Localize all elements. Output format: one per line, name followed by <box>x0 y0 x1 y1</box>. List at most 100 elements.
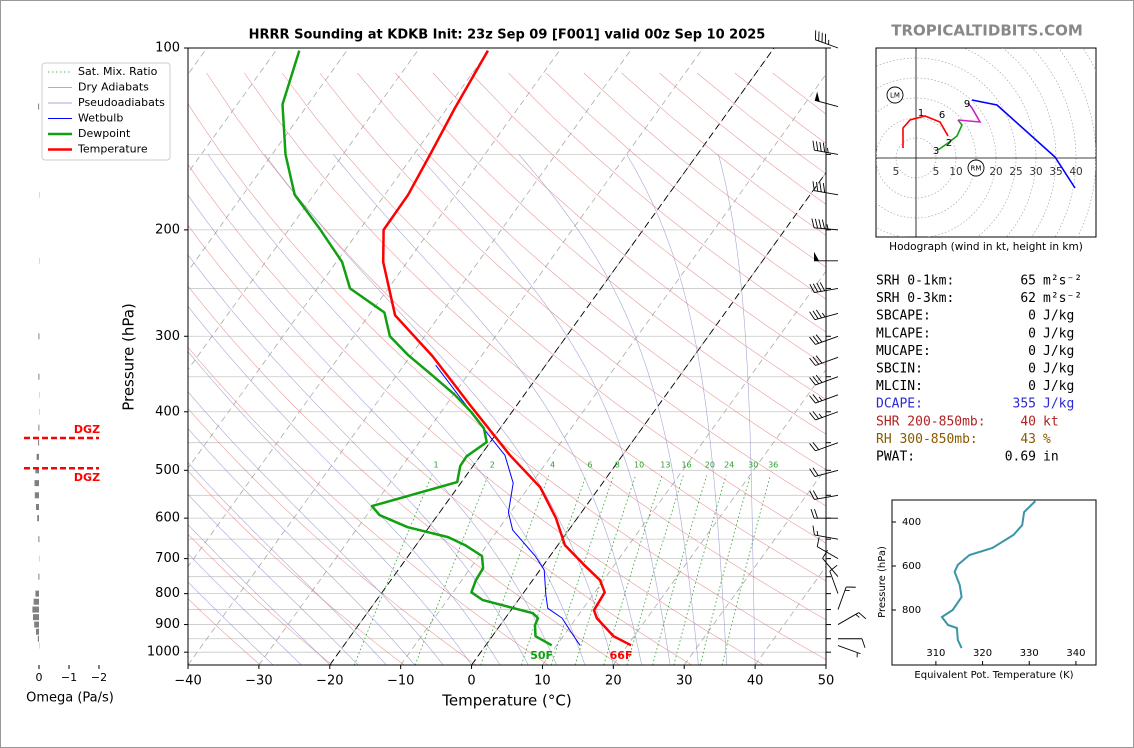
stat-unit: in <box>1043 450 1059 465</box>
y-tick-label: 1000 <box>147 645 180 660</box>
stat-label: MLCAPE: <box>876 326 931 341</box>
omega-bar <box>38 536 40 543</box>
x-axis-label: Temperature (°C) <box>441 692 571 710</box>
omega-bar <box>34 480 39 487</box>
moist-adiabat <box>207 154 586 665</box>
stat-value: 0 <box>1028 326 1036 341</box>
mixing-ratio-line <box>652 475 707 665</box>
barb-half <box>827 147 829 153</box>
mixing-ratio-label: 36 <box>768 461 778 470</box>
legend-box <box>41 62 171 161</box>
x-tick-label: 40 <box>747 674 764 689</box>
stat-label: SHR 200-850mb: <box>876 414 986 429</box>
barb-feather <box>812 467 819 476</box>
barb-feather <box>812 376 820 385</box>
stat-label: SBCIN: <box>876 362 923 377</box>
stat-unit: J/kg <box>1043 326 1074 341</box>
barb-feather <box>809 357 816 366</box>
barb-feather <box>821 219 825 229</box>
stat-value: 355 <box>1013 397 1036 412</box>
hodo-line <box>902 115 949 148</box>
wind-barb <box>810 509 838 519</box>
barb-feather <box>819 282 826 291</box>
hodo-ring-label: 20 <box>989 166 1002 178</box>
hodo-line <box>971 99 1076 189</box>
thetae-x-tick-label: 320 <box>973 648 992 659</box>
omega-bar <box>38 424 40 431</box>
mixing-ratio-label: 24 <box>724 461 734 470</box>
barb-feather <box>812 525 815 536</box>
thetae-x-tick-label: 330 <box>1020 648 1039 659</box>
barb-feather <box>809 284 815 293</box>
barb-staff <box>814 494 839 500</box>
omega-bar <box>35 467 39 474</box>
wind-barb <box>814 30 839 49</box>
wind-barb <box>809 309 839 321</box>
mixing-ratio-line <box>721 475 771 665</box>
brand: TROPICALTIDBITS.COM <box>891 22 1083 40</box>
moist-adiabat <box>188 524 331 665</box>
barb-half <box>818 413 823 418</box>
omega-bar <box>39 408 40 415</box>
barb-staff <box>815 376 839 386</box>
stat-value: 62 <box>1020 291 1036 306</box>
barb-feather <box>822 142 826 153</box>
profile-line <box>435 364 581 646</box>
mixing-ratio-label: 30 <box>748 461 758 470</box>
barb-feather <box>815 141 819 151</box>
barb-half <box>818 396 823 401</box>
y-tick-label: 700 <box>155 551 180 566</box>
thetae-frame <box>891 499 1097 666</box>
barb-half <box>826 224 829 230</box>
barb-staff <box>815 411 839 421</box>
hodo-line <box>957 102 982 123</box>
stat-value: 0 <box>1028 344 1036 359</box>
moist-adiabat <box>188 553 302 665</box>
wind-barb <box>809 282 839 294</box>
wind-barb <box>837 612 867 625</box>
omega-bar <box>38 103 40 110</box>
thetae-x-tick-label: 310 <box>926 648 945 659</box>
isotherm <box>188 48 279 174</box>
wind-barb <box>811 218 839 231</box>
legend-label: Dry Adiabats <box>78 81 149 94</box>
y-axis-label: Pressure (hPa) <box>120 303 138 411</box>
isotherm <box>188 48 562 568</box>
stat-unit: % <box>1043 432 1051 447</box>
barb-feather <box>809 377 816 386</box>
wind-barb <box>837 645 861 658</box>
barb-feather <box>829 564 838 572</box>
x-tick-label: 50 <box>818 674 835 689</box>
moist-adiabat <box>188 461 387 665</box>
barb-feather <box>816 537 820 547</box>
omega-x-tick-label: 0 <box>36 671 43 684</box>
barb-half <box>816 530 819 536</box>
barb-feather <box>812 181 815 191</box>
wind-barb <box>812 181 839 196</box>
omega-bar <box>33 614 39 621</box>
stat-value: 43 <box>1020 432 1036 447</box>
barb-feather <box>809 443 816 452</box>
mixing-ratio-label: 20 <box>705 461 715 470</box>
hodo-ring-label: 10 <box>949 166 962 178</box>
omega-bar <box>37 635 39 642</box>
mixing-ratio-line <box>521 475 587 665</box>
wind-barb <box>814 91 839 107</box>
wind-barb <box>809 334 839 345</box>
x-tick-label: −30 <box>245 674 272 689</box>
stat-value: 0.69 <box>1005 450 1036 465</box>
barb-staff <box>814 469 839 477</box>
moist-adiabat <box>188 581 274 665</box>
y-tick-label: 300 <box>155 329 180 344</box>
barb-feather <box>816 282 822 292</box>
x-tick-label: −10 <box>387 674 414 689</box>
omega-bar <box>36 453 39 460</box>
hodo-ring-label: 25 <box>1009 166 1022 178</box>
barb-staff <box>837 612 860 625</box>
omega-bar <box>39 191 40 198</box>
omega-bar <box>38 573 40 580</box>
profile-line <box>381 49 632 647</box>
barb-staff <box>815 394 839 404</box>
